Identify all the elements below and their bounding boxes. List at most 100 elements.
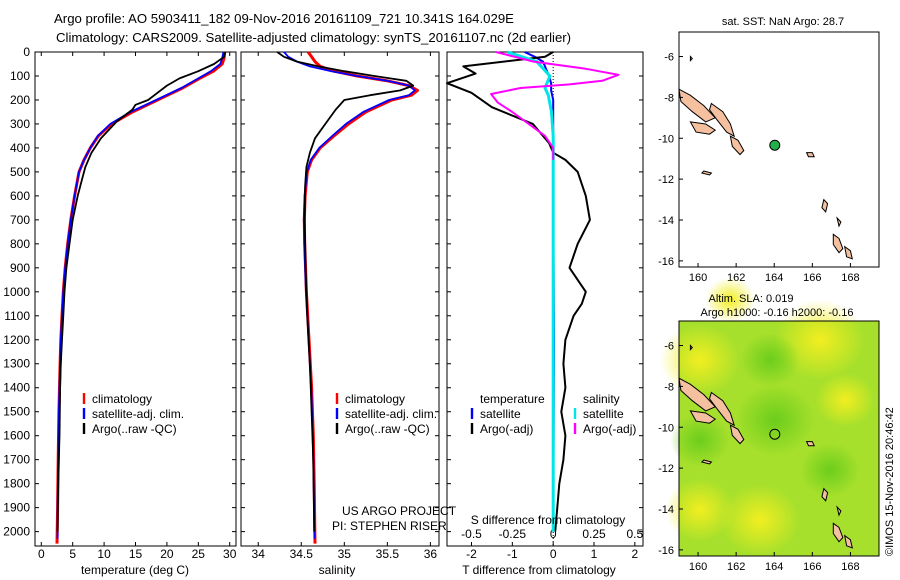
salinity-panel: 34 34.5 35 35.5 36 climatologysatellite-adj. … (240, 51, 440, 561)
depth-tick-label: 500 (10, 165, 30, 179)
longitude-tick-label: 160 (689, 272, 707, 284)
latitude-tick-label: -16 (658, 256, 674, 268)
sla-map-title-line2: Argo h1000: -0.16 h2000: -0.16 (701, 307, 854, 319)
island-shape (832, 233, 844, 254)
depth-tick-label: 1500 (3, 405, 30, 419)
depth-tick-label: 1000 (3, 285, 30, 299)
figure-title-line2: Climatology: CARS2009. Satellite-adjuste… (56, 30, 571, 45)
salinity-xtick-label: 36 (424, 547, 438, 561)
depth-tick-label: 800 (10, 237, 30, 251)
difference-T-legend-label: Argo(-adj) (480, 422, 533, 436)
project-annotation-line2: PI: STEPHEN RISER (332, 519, 447, 533)
latitude-tick-label: -16 (658, 545, 674, 557)
salinity-xtick-label: 34 (252, 547, 266, 561)
sla-cool-patch (670, 413, 730, 467)
sst-field-background (679, 32, 879, 267)
longitude-tick-label: 166 (803, 561, 821, 573)
difference-S-legend-label: satellite (583, 407, 624, 421)
sla-map-panel: 160 162 164 166 168 -6 -8 -10 -12 -14 -16 (658, 277, 880, 573)
difference-series-line (446, 51, 591, 532)
difference-series-line (490, 51, 620, 160)
temperature-xlabel: temperature (deg C) (81, 563, 189, 577)
difference-series-line (506, 50, 555, 532)
salinity-plot-frame (240, 51, 440, 547)
salinity-series-line (276, 51, 415, 532)
longitude-tick-label: 168 (841, 272, 859, 284)
difference-plot-frame (446, 51, 644, 547)
sla-cool-patch (740, 333, 800, 387)
depth-tick-label: 200 (10, 93, 30, 107)
depth-tick-label: 0 (23, 45, 30, 59)
island-shape (700, 459, 713, 465)
longitude-tick-label: 164 (765, 561, 783, 573)
imos-credit: ©IMOS 15-Nov-2016 20:46:42 (884, 407, 896, 556)
island-shape (708, 102, 736, 138)
sla-cool-patch (735, 384, 815, 456)
depth-tick-label: 1700 (3, 453, 30, 467)
depth-tick-label: 1400 (3, 381, 30, 395)
salinity-legend-label: satellite-adj. clim. (345, 407, 437, 421)
difference-legend-header-S: salinity (583, 392, 620, 406)
difference-S-xtick-label: 0 (550, 527, 557, 541)
sst-map-panel: 160 162 164 166 168-6-8-10-12-14-16 (658, 31, 880, 284)
island-shape (700, 170, 713, 176)
map-frame (678, 320, 880, 557)
figure-title-line1: Argo profile: AO 5903411_182 09-Nov-2016… (54, 11, 514, 26)
longitude-tick-label: 162 (727, 561, 745, 573)
difference-S-xtick-label: 0.5 (626, 527, 643, 541)
difference-T-xtick-label: -2 (466, 547, 477, 561)
temperature-legend-label: Argo(..raw -QC) (92, 422, 177, 436)
temperature-xtick-label: 0 (38, 547, 45, 561)
latitude-tick-label: -14 (658, 504, 674, 516)
depth-tick-label: 2000 (3, 525, 30, 539)
island-shape (689, 344, 693, 351)
temperature-panel: 0100200300400500600700800900100011001200… (3, 45, 236, 561)
depth-tick-label: 400 (10, 141, 30, 155)
depth-tick-label: 1900 (3, 501, 30, 515)
island-shape (678, 377, 717, 412)
depth-tick-label: 700 (10, 213, 30, 227)
difference-T-xtick-label: 1 (591, 547, 598, 561)
float-position-marker (769, 139, 781, 151)
island-shape (689, 55, 693, 62)
longitude-tick-label: 166 (803, 272, 821, 284)
island-shape (689, 121, 717, 135)
latitude-tick-label: -12 (658, 463, 674, 475)
sla-warm-patch (660, 324, 740, 396)
island-shape (678, 88, 717, 123)
sst-map-title: sat. SST: NaN Argo: 28.7 (722, 16, 844, 28)
salinity-legend-label: Argo(..raw -QC) (345, 422, 430, 436)
float-position-marker (769, 428, 781, 440)
island-shape (805, 441, 815, 447)
depth-tick-label: 900 (10, 261, 30, 275)
island-shape (843, 534, 853, 549)
depth-tick-label: 1800 (3, 477, 30, 491)
salinity-legend-label: climatology (345, 392, 405, 406)
salinity-xtick-label: 35 (338, 547, 352, 561)
difference-xlabel-top: S difference from climatology (471, 513, 626, 527)
sla-warm-patch (720, 484, 800, 556)
temperature-legend-label: climatology (92, 392, 152, 406)
island-shape (821, 198, 829, 213)
depth-tick-label: 1600 (3, 429, 30, 443)
difference-xlabel: T difference from climatology (462, 563, 616, 577)
temperature-xtick-label: 10 (97, 547, 111, 561)
temperature-plot-frame (34, 51, 237, 547)
latitude-tick-label: -8 (664, 92, 674, 104)
island-shape (729, 424, 745, 445)
salinity-xlabel: salinity (319, 563, 356, 577)
difference-T-xtick-label: 2 (631, 547, 638, 561)
depth-tick-label: 1100 (4, 309, 30, 323)
island-shape (843, 245, 853, 260)
difference-S-xtick-label: 0.25 (582, 527, 606, 541)
sla-warm-patch (665, 478, 735, 542)
island-shape (836, 216, 842, 228)
latitude-tick-label: -6 (664, 341, 674, 353)
latitude-tick-label: -10 (658, 422, 674, 434)
depth-tick-label: 300 (10, 117, 30, 131)
island-shape (689, 410, 717, 424)
map-frame (678, 31, 880, 268)
salinity-xtick-label: 34.5 (290, 547, 314, 561)
island-shape (836, 505, 842, 517)
